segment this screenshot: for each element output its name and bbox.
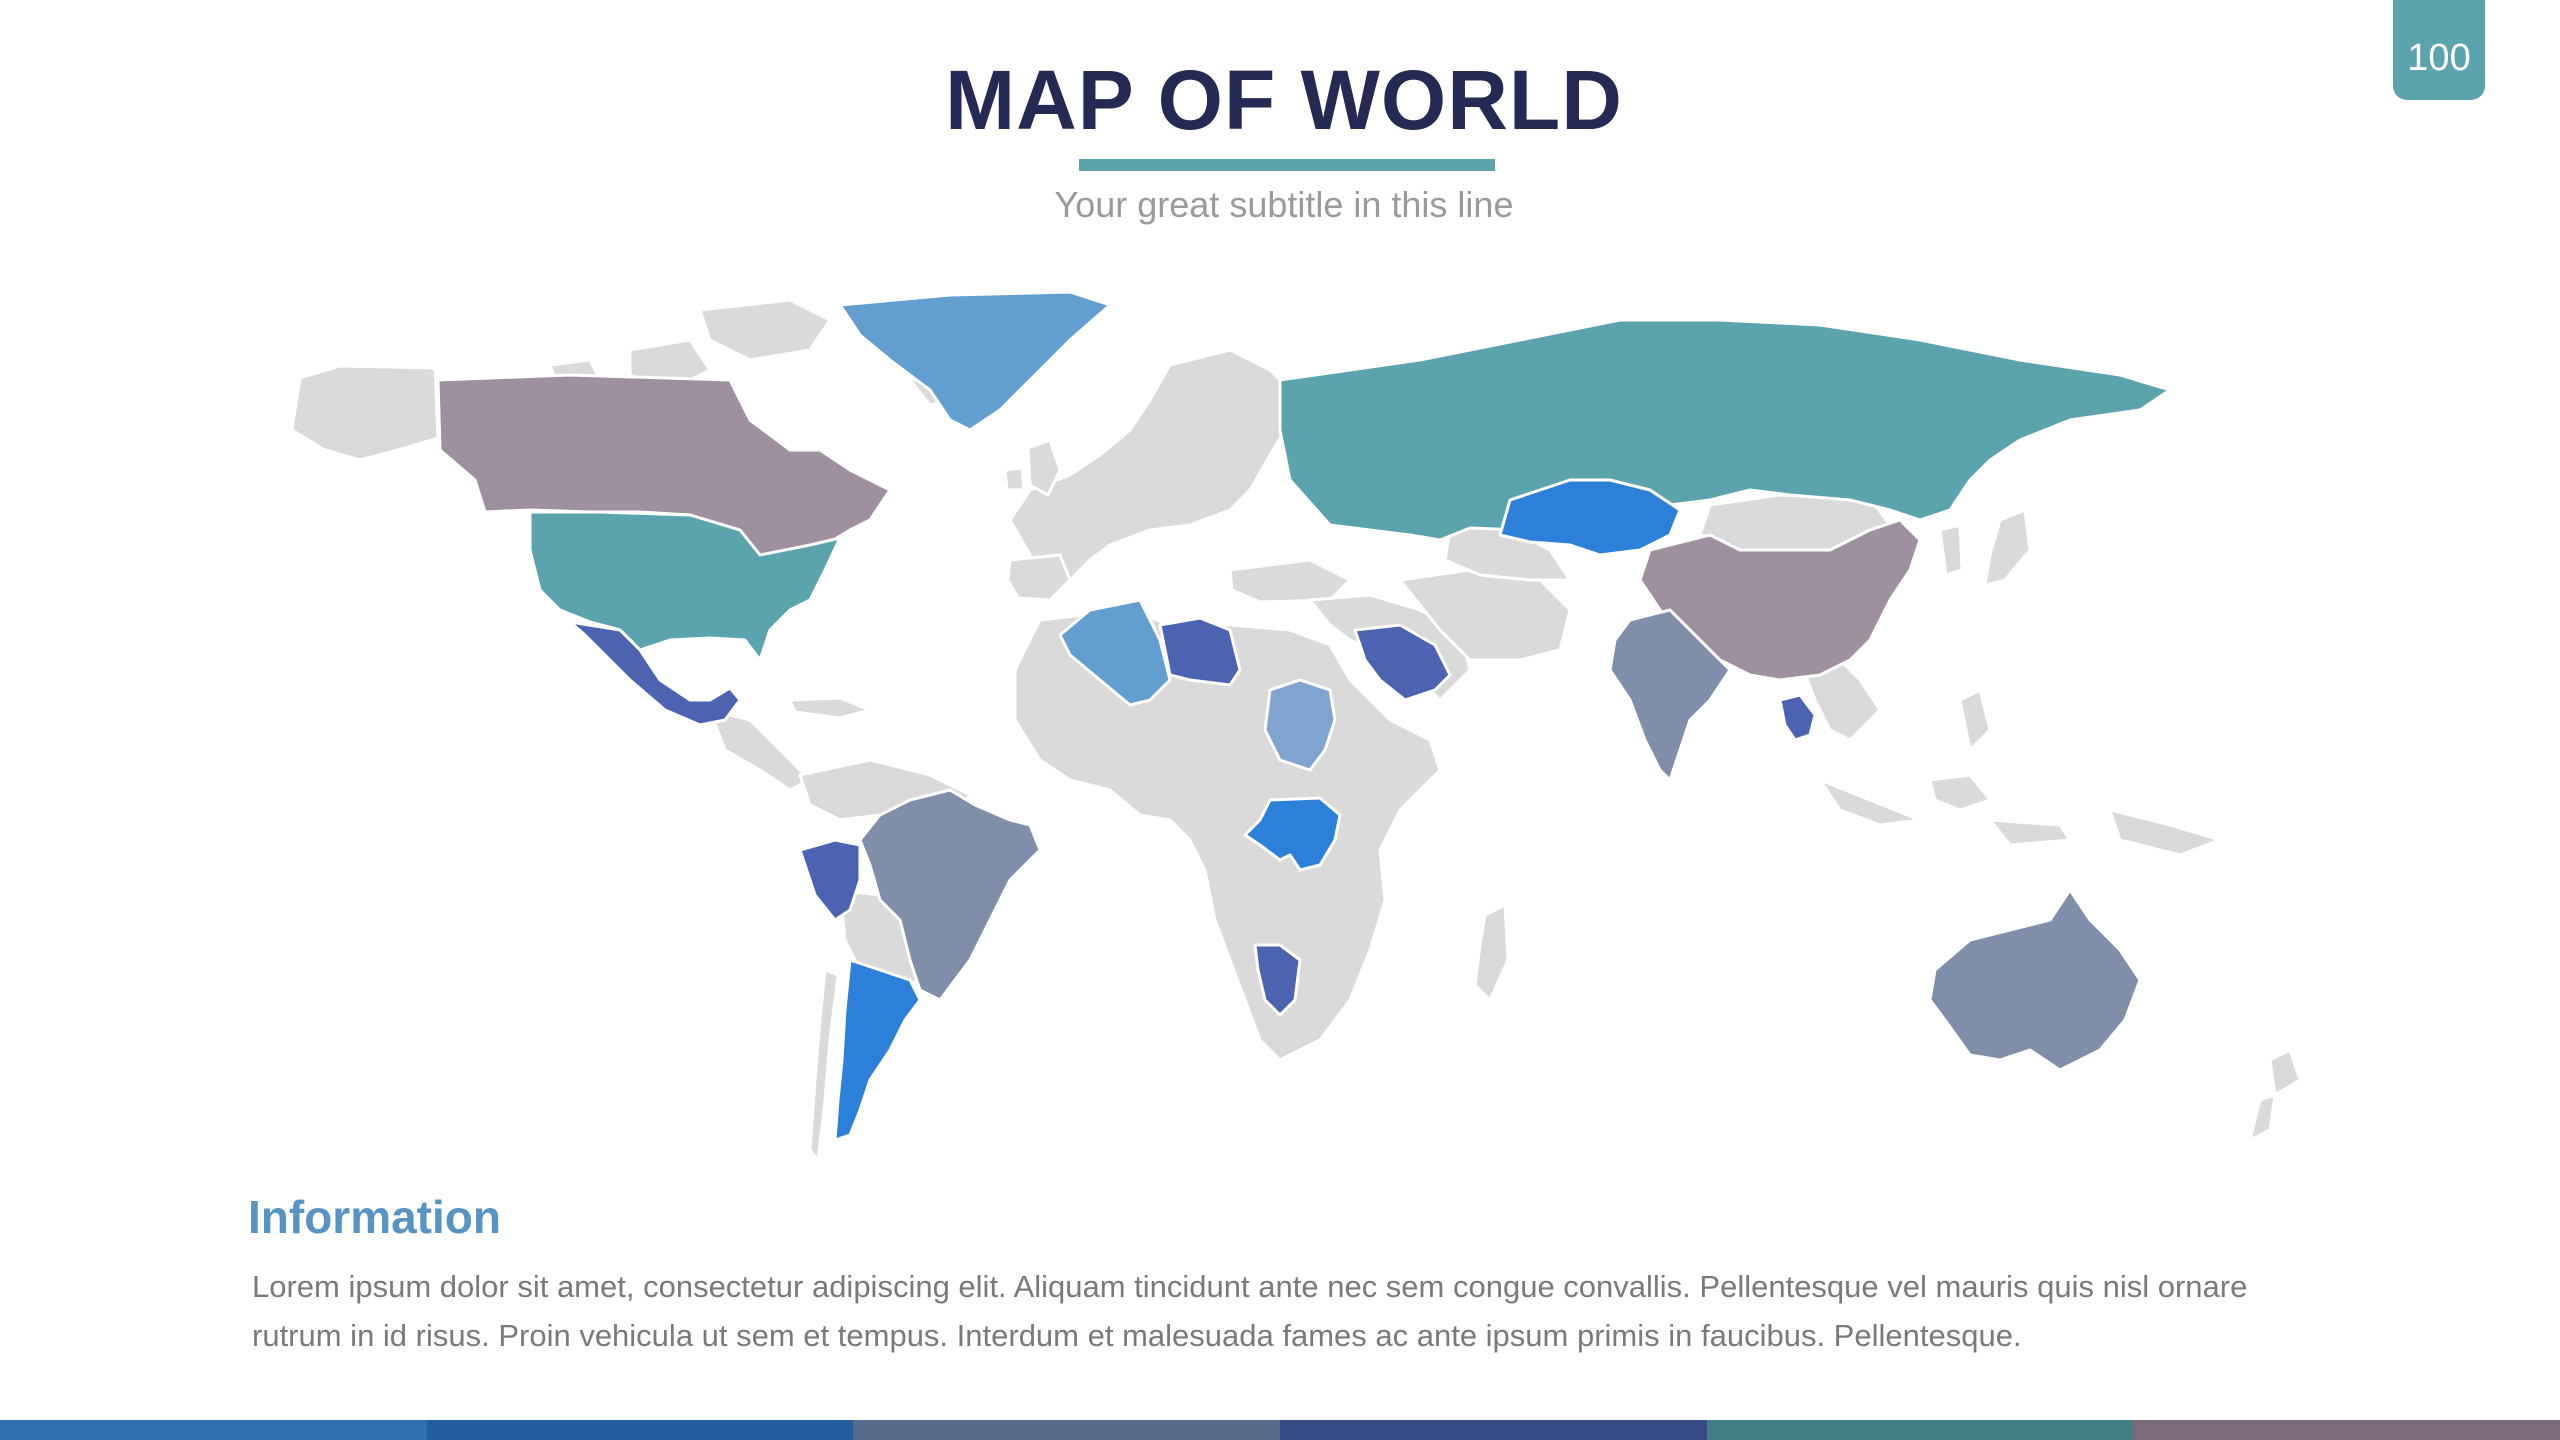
footer-color-bar xyxy=(0,1420,2560,1440)
dr-congo xyxy=(1243,796,1342,872)
thailand xyxy=(1778,693,1817,742)
footer-segment xyxy=(0,1420,427,1440)
footer-segment xyxy=(2133,1420,2560,1440)
footer-segment xyxy=(853,1420,1281,1440)
page-title: MAP OF WORLD xyxy=(945,53,1623,147)
korea-japan xyxy=(1938,508,2032,587)
mexico xyxy=(568,620,742,727)
australia xyxy=(1928,888,2142,1072)
namibia xyxy=(1253,943,1302,1017)
kazakhstan xyxy=(1498,478,1682,557)
usa xyxy=(528,510,842,662)
madagascar xyxy=(1473,903,1510,1002)
russia xyxy=(1278,318,2172,542)
alaska xyxy=(290,364,440,462)
central-america xyxy=(708,708,812,792)
turkey xyxy=(1228,558,1352,604)
footer-segment xyxy=(426,1420,854,1440)
iberia xyxy=(1006,553,1072,602)
footer-segment xyxy=(1706,1420,2134,1440)
info-body-text: Lorem ipsum dolor sit amet, consectetur … xyxy=(252,1269,2248,1353)
sudan xyxy=(1263,678,1337,772)
footer-segment xyxy=(1280,1420,1707,1440)
chile xyxy=(808,968,840,1162)
argentina xyxy=(833,958,922,1142)
page-subtitle: Your great subtitle in this line xyxy=(1054,184,1514,225)
info-heading: Information xyxy=(248,1191,501,1243)
brazil xyxy=(858,788,1042,1002)
uk-ireland xyxy=(1003,438,1062,497)
world-map xyxy=(290,290,2302,1162)
title-underline xyxy=(1079,159,1495,171)
new-zealand xyxy=(2248,1048,2302,1142)
peru xyxy=(798,838,862,922)
philippines xyxy=(1958,688,1992,752)
india xyxy=(1608,608,1732,782)
indonesia xyxy=(1818,773,2222,857)
page-number-badge: 100 xyxy=(2393,0,2485,100)
libya xyxy=(1158,616,1242,687)
algeria xyxy=(1058,598,1172,707)
greenland xyxy=(838,290,1112,432)
caribbean xyxy=(788,696,872,720)
saudi-arabia xyxy=(1353,623,1452,702)
